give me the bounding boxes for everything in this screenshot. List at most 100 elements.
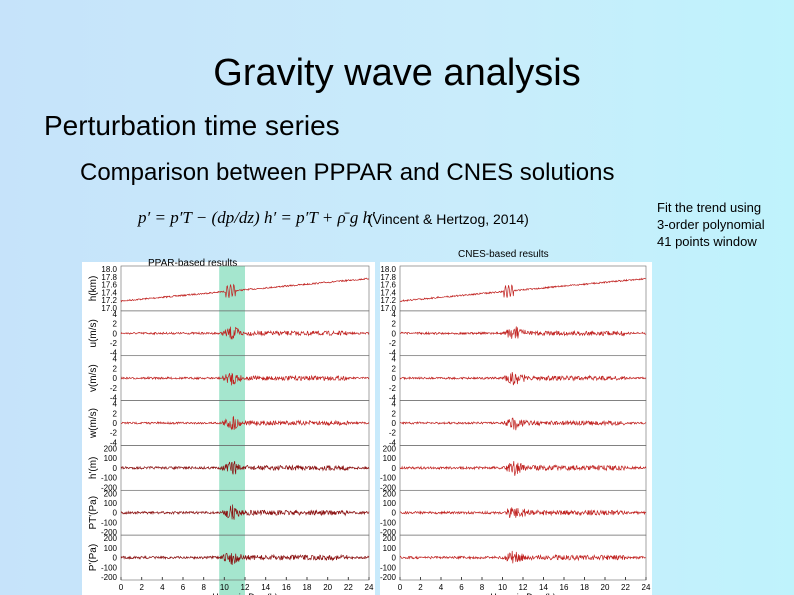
- trace: [120, 553, 370, 566]
- y-tick-label: 0: [392, 464, 397, 473]
- note-line: Fit the trend using: [657, 200, 762, 215]
- x-tick-label: 16: [560, 583, 569, 592]
- x-tick-label: 20: [601, 583, 610, 592]
- y-tick-label: 17.6: [380, 281, 396, 290]
- y-tick-label: 0: [113, 554, 118, 563]
- y-tick-label: -200: [101, 483, 118, 492]
- trace: [120, 277, 369, 303]
- y-tick-label: 4: [392, 400, 397, 409]
- equation: p′ = p′T − (dp/dz) h′ = p′T + ρ̄ g h′: [138, 208, 375, 227]
- y-tick-label: -100: [101, 518, 118, 527]
- highlight-band: [219, 266, 245, 595]
- y-tick-label: 17.4: [101, 288, 117, 297]
- x-tick-label: 0: [119, 583, 124, 592]
- trace: [120, 461, 370, 475]
- x-tick-label: 4: [160, 583, 165, 592]
- y-tick-label: 2: [113, 320, 118, 329]
- y-tick-label: -4: [110, 394, 118, 403]
- y-tick-label: 2: [113, 409, 118, 418]
- x-tick-label: 18: [303, 583, 312, 592]
- y-tick-label: 200: [383, 489, 397, 498]
- y-tick-label: 18.0: [380, 265, 396, 274]
- y-tick-label: 17.4: [380, 288, 396, 297]
- y-tick-label: -2: [110, 384, 118, 393]
- y-tick-label: 17.8: [101, 273, 117, 282]
- y-tick-label: 0: [392, 419, 397, 428]
- y-tick-label: -200: [101, 573, 118, 582]
- y-tick-label: -200: [380, 483, 397, 492]
- citation: (Vincent & Hertzog, 2014): [368, 211, 529, 227]
- y-tick-label: 0: [392, 554, 397, 563]
- x-tick-label: 18: [580, 583, 589, 592]
- y-tick-label: -4: [389, 394, 397, 403]
- y-tick-label: 200: [104, 444, 118, 453]
- row-label: w(m/s): [88, 408, 99, 439]
- row-label: h(km): [88, 276, 99, 302]
- y-tick-label: -2: [389, 429, 397, 438]
- row-label: h'(m): [88, 457, 99, 479]
- y-tick-label: 100: [383, 499, 397, 508]
- y-tick-label: 100: [104, 499, 118, 508]
- trace: [399, 417, 647, 431]
- x-tick-label: 20: [323, 583, 332, 592]
- y-tick-label: -100: [101, 474, 118, 483]
- x-tick-label: 10: [498, 583, 507, 592]
- y-tick-label: 0: [113, 329, 118, 338]
- y-tick-label: 17.2: [101, 296, 117, 305]
- y-tick-label: 2: [392, 364, 397, 373]
- y-tick-label: 0: [392, 374, 397, 383]
- trace: [120, 504, 370, 520]
- y-tick-label: -2: [389, 339, 397, 348]
- y-tick-label: 100: [383, 454, 397, 463]
- x-tick-label: 14: [539, 583, 548, 592]
- panel-title: PPAR-based results: [148, 258, 237, 269]
- y-tick-label: -100: [380, 563, 397, 572]
- y-tick-label: -4: [110, 349, 118, 358]
- y-tick-label: 17.6: [101, 281, 117, 290]
- y-tick-label: -2: [389, 384, 397, 393]
- x-tick-label: 22: [344, 583, 353, 592]
- y-tick-label: 100: [104, 454, 118, 463]
- y-tick-label: 4: [113, 400, 118, 409]
- x-tick-label: 4: [439, 583, 444, 592]
- trace: [120, 372, 370, 386]
- y-tick-label: 2: [392, 320, 397, 329]
- y-tick-label: 4: [113, 310, 118, 319]
- row-label: v(m/s): [88, 364, 99, 392]
- y-tick-label: 17.8: [380, 273, 396, 282]
- x-tick-label: 6: [459, 583, 464, 592]
- x-tick-label: 0: [398, 583, 403, 592]
- y-tick-label: 0: [113, 509, 118, 518]
- heading: Perturbation time series: [44, 110, 340, 141]
- y-tick-label: 2: [113, 364, 118, 373]
- y-tick-label: 0: [392, 329, 397, 338]
- x-tick-label: 14: [261, 583, 270, 592]
- trace: [399, 507, 647, 518]
- y-tick-label: 4: [392, 310, 397, 319]
- x-tick-label: 12: [241, 583, 250, 592]
- y-tick-label: -200: [101, 528, 118, 537]
- y-tick-label: -2: [110, 339, 118, 348]
- y-tick-label: 0: [392, 509, 397, 518]
- x-tick-label: 24: [642, 583, 651, 592]
- y-tick-label: -4: [110, 438, 118, 447]
- y-tick-label: 0: [113, 464, 118, 473]
- trace: [399, 461, 647, 476]
- y-tick-label: 2: [392, 409, 397, 418]
- subheading: Comparison between PPPAR and CNES soluti…: [80, 159, 615, 186]
- row-label: PT'(Pa): [88, 496, 99, 530]
- note-line: 3-order polynomial: [657, 217, 765, 232]
- y-tick-label: 100: [104, 544, 118, 553]
- x-tick-label: 8: [480, 583, 485, 592]
- y-tick-label: -2: [110, 429, 118, 438]
- y-tick-label: -200: [380, 573, 397, 582]
- x-tick-label: 10: [220, 583, 229, 592]
- row-label: u(m/s): [88, 319, 99, 347]
- y-tick-label: -100: [380, 474, 397, 483]
- y-tick-label: -4: [389, 349, 397, 358]
- note: Fit the trend using 3-order polynomial 4…: [657, 199, 765, 250]
- trace: [120, 326, 370, 340]
- y-tick-label: 4: [113, 355, 118, 364]
- y-tick-label: 0: [113, 374, 118, 383]
